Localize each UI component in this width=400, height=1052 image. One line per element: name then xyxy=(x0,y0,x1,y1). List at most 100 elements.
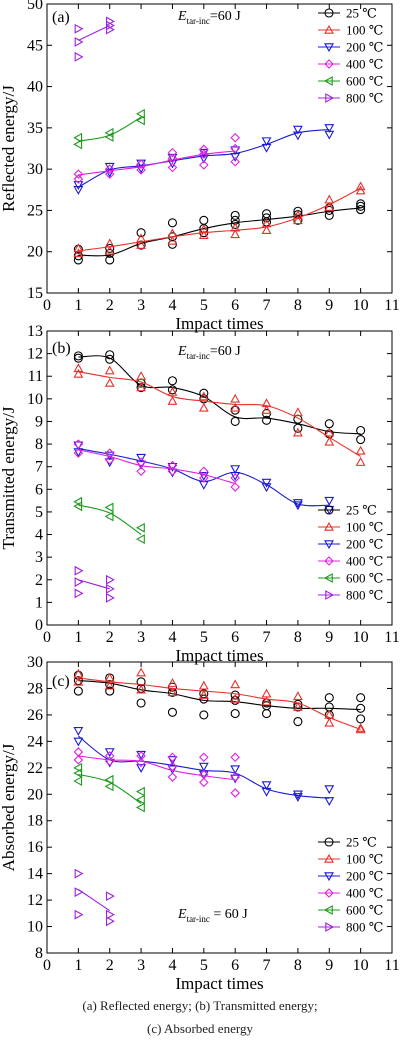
data-point-25 xyxy=(356,703,366,713)
y-axis-label: Reflected energy/J xyxy=(0,85,18,212)
data-point-100 xyxy=(136,684,147,694)
data-point-600 xyxy=(73,132,83,143)
data-point-800 xyxy=(105,592,115,603)
data-point-100 xyxy=(261,405,272,414)
data-point-600 xyxy=(104,127,114,138)
y-tick-label: 10 xyxy=(27,391,43,408)
figure-caption-line-2: (c) Absorbed energy xyxy=(147,1021,253,1036)
data-point-600 xyxy=(135,802,145,813)
data-point-600 xyxy=(135,794,145,805)
panel-tag: (b) xyxy=(52,340,71,357)
y-tick-label: 12 xyxy=(27,892,43,909)
series-line-25 xyxy=(78,355,361,435)
x-axis-label: Impact times xyxy=(175,314,263,333)
data-point-400 xyxy=(104,448,115,458)
data-point-100 xyxy=(73,668,84,678)
x-axis-label: Impact times xyxy=(175,646,263,665)
data-point-200 xyxy=(324,124,335,133)
data-point-25 xyxy=(105,354,115,364)
y-axis-label: Transmitted energy/J xyxy=(0,406,18,549)
data-point-100 xyxy=(230,229,241,239)
legend-marker-25 xyxy=(324,505,334,515)
data-point-25 xyxy=(230,405,240,415)
x-tick-label: 8 xyxy=(294,957,302,974)
data-point-200 xyxy=(292,131,303,141)
y-tick-label: 22 xyxy=(27,760,43,777)
y-tick-label: 7 xyxy=(35,459,43,476)
data-point-600 xyxy=(135,108,145,119)
data-point-400 xyxy=(136,457,146,467)
series-line-25 xyxy=(78,207,361,257)
x-tick-label: 0 xyxy=(43,629,51,646)
legend-marker-800 xyxy=(325,590,335,600)
data-point-200 xyxy=(292,501,303,511)
data-point-100 xyxy=(73,243,84,253)
data-point-400 xyxy=(104,455,115,465)
data-point-25 xyxy=(261,701,272,711)
series-line-100 xyxy=(78,677,361,730)
x-tick-label: 3 xyxy=(137,957,145,974)
data-point-100 xyxy=(324,436,335,446)
data-point-400 xyxy=(73,174,84,184)
data-point-800 xyxy=(74,909,84,920)
plot-frame xyxy=(46,661,393,954)
data-point-100 xyxy=(230,693,241,703)
data-point-25 xyxy=(199,694,209,704)
legend-label-100: 100 ℃ xyxy=(346,852,383,867)
data-point-100 xyxy=(292,210,303,220)
data-point-100 xyxy=(355,724,366,734)
series-line-600 xyxy=(78,504,142,535)
data-point-800 xyxy=(105,891,115,902)
legend-marker-400 xyxy=(324,59,334,69)
data-point-100 xyxy=(198,689,209,699)
data-point-100 xyxy=(198,680,209,690)
data-point-600 xyxy=(73,768,83,779)
data-point-200 xyxy=(136,764,147,773)
x-tick-label: 0 xyxy=(43,957,51,974)
legend-marker-200 xyxy=(324,540,334,550)
y-tick-label: 35 xyxy=(27,120,43,137)
x-axis-label: Impact times xyxy=(175,974,263,993)
data-point-200 xyxy=(73,727,84,736)
data-point-600 xyxy=(135,786,145,797)
data-point-600 xyxy=(135,534,145,544)
legend-marker-400 xyxy=(324,556,334,566)
data-point-600 xyxy=(135,115,145,126)
data-point-100 xyxy=(136,239,147,249)
data-point-25 xyxy=(105,243,115,253)
legend-label-200: 200 ℃ xyxy=(346,537,383,552)
data-point-400 xyxy=(73,169,84,179)
data-point-800 xyxy=(74,565,84,576)
x-tick-label: 5 xyxy=(200,629,208,646)
y-tick-label: 9 xyxy=(35,413,43,430)
y-tick-label: 40 xyxy=(27,79,43,96)
data-point-100 xyxy=(355,181,366,191)
x-tick-label: 8 xyxy=(294,629,302,646)
legend-marker-400 xyxy=(324,888,334,898)
x-tick-label: 1 xyxy=(74,957,82,974)
data-point-400 xyxy=(136,466,146,476)
data-point-400 xyxy=(167,772,178,782)
data-point-25 xyxy=(73,686,83,696)
legend-label-400: 400 ℃ xyxy=(346,886,383,901)
x-tick-label: 4 xyxy=(168,957,176,974)
data-point-200 xyxy=(292,790,303,800)
energy-annotation: Etar-inc = 60 J xyxy=(177,907,248,924)
data-point-100 xyxy=(167,687,178,697)
data-point-200 xyxy=(73,181,84,190)
x-tick-label: 6 xyxy=(231,629,239,646)
data-point-25 xyxy=(230,695,240,705)
data-point-100 xyxy=(292,701,303,711)
legend-label-25: 25 ℃ xyxy=(346,503,377,518)
data-point-400 xyxy=(230,143,240,154)
x-tick-label: 10 xyxy=(353,297,369,314)
data-point-100 xyxy=(230,222,241,232)
y-tick-label: 14 xyxy=(27,866,43,883)
data-point-100 xyxy=(355,723,366,732)
data-point-100 xyxy=(136,382,147,392)
energy-annotation: Etar-inc=60 J xyxy=(177,344,241,361)
y-tick-label: 20 xyxy=(27,244,43,261)
data-point-100 xyxy=(104,377,115,387)
series-line-200 xyxy=(78,448,330,507)
data-point-200 xyxy=(261,483,272,493)
